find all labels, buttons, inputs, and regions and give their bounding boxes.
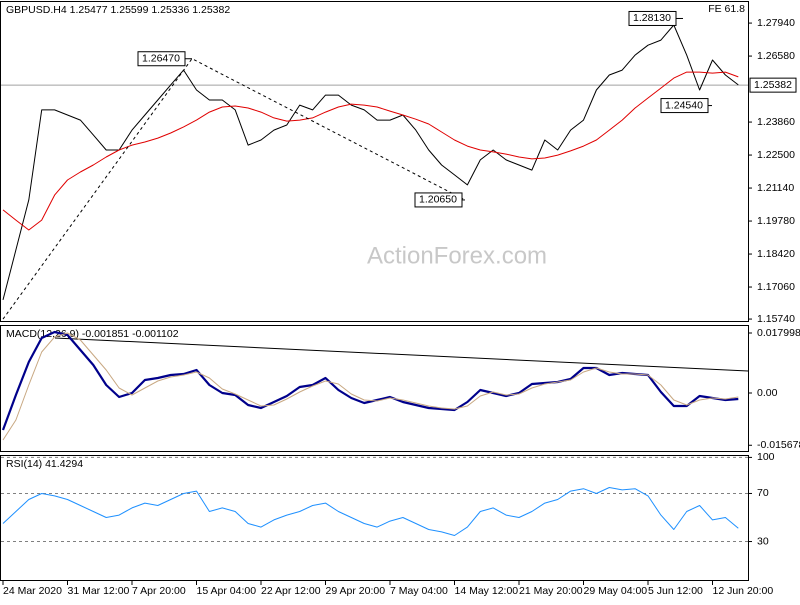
point-label: 1.24540 bbox=[665, 99, 703, 111]
macd-trendline bbox=[54, 337, 749, 372]
series-line bbox=[2, 71, 739, 231]
panel-title: MACD(12,26,9) -0.001851 -0.001102 bbox=[6, 328, 179, 340]
y-tick-label: 30 bbox=[757, 535, 769, 547]
y-tick-label: 1.23860 bbox=[757, 116, 795, 128]
x-tick-label: 24 Mar 2020 bbox=[3, 585, 62, 597]
x-tick-label: 15 Apr 04:00 bbox=[197, 585, 257, 597]
y-tick-label: 1.19780 bbox=[757, 215, 795, 227]
point-label-box bbox=[628, 10, 677, 26]
y-tick-label: 1.27940 bbox=[757, 17, 795, 29]
point-label: 1.20650 bbox=[419, 194, 457, 206]
y-tick-label: 1.17060 bbox=[757, 281, 795, 293]
series-line bbox=[2, 487, 739, 536]
y-tick-label: 70 bbox=[757, 487, 769, 499]
point-label: 1.28130 bbox=[633, 12, 671, 24]
series-line bbox=[2, 24, 739, 301]
y-tick-label: 0.00 bbox=[757, 387, 778, 399]
x-tick-label: 31 Mar 12:00 bbox=[68, 585, 130, 597]
x-tick-label: 29 May 04:00 bbox=[584, 585, 648, 597]
current-price-box bbox=[749, 77, 797, 93]
x-tick-label: 14 May 12:00 bbox=[455, 585, 519, 597]
current-price-label: 1.25382 bbox=[754, 79, 792, 91]
series-line bbox=[2, 332, 739, 441]
point-label-box bbox=[414, 192, 463, 208]
y-tick-label: 0.017998 bbox=[757, 327, 800, 339]
y-tick-label: 100 bbox=[757, 451, 775, 463]
y-tick-label: 1.15740 bbox=[757, 313, 795, 325]
macd-panel bbox=[0, 325, 749, 452]
price-panel bbox=[0, 1, 749, 322]
x-tick-label: 21 May 20:00 bbox=[519, 585, 583, 597]
x-tick-label: 7 May 04:00 bbox=[390, 585, 448, 597]
y-tick-label: 1.21140 bbox=[757, 182, 794, 194]
y-tick-label: -0.015678 bbox=[757, 439, 800, 451]
x-tick-label: 29 Apr 20:00 bbox=[326, 585, 386, 597]
panel-title: GBPUSD.H4 1.25477 1.25599 1.25336 1.2538… bbox=[6, 4, 230, 16]
x-tick-label: 5 Jun 12:00 bbox=[648, 585, 703, 597]
x-tick-label: 12 Jun 20:00 bbox=[713, 585, 774, 597]
x-tick-label: 7 Apr 20:00 bbox=[132, 585, 186, 597]
point-label-box bbox=[660, 98, 709, 114]
watermark: ActionForex.com bbox=[367, 242, 547, 269]
y-tick-label: 1.18420 bbox=[757, 248, 795, 260]
point-label: 1.26470 bbox=[142, 53, 180, 65]
panel-title: RSI(14) 41.4294 bbox=[6, 458, 83, 470]
point-label-box bbox=[137, 51, 186, 67]
y-tick-label: 1.26580 bbox=[757, 50, 795, 62]
series-line bbox=[1, 330, 739, 431]
y-tick-label: 1.22500 bbox=[757, 149, 795, 161]
annotation: FE 61.8 bbox=[708, 3, 745, 15]
x-tick-label: 22 Apr 12:00 bbox=[261, 585, 321, 597]
rsi-panel bbox=[0, 455, 749, 581]
